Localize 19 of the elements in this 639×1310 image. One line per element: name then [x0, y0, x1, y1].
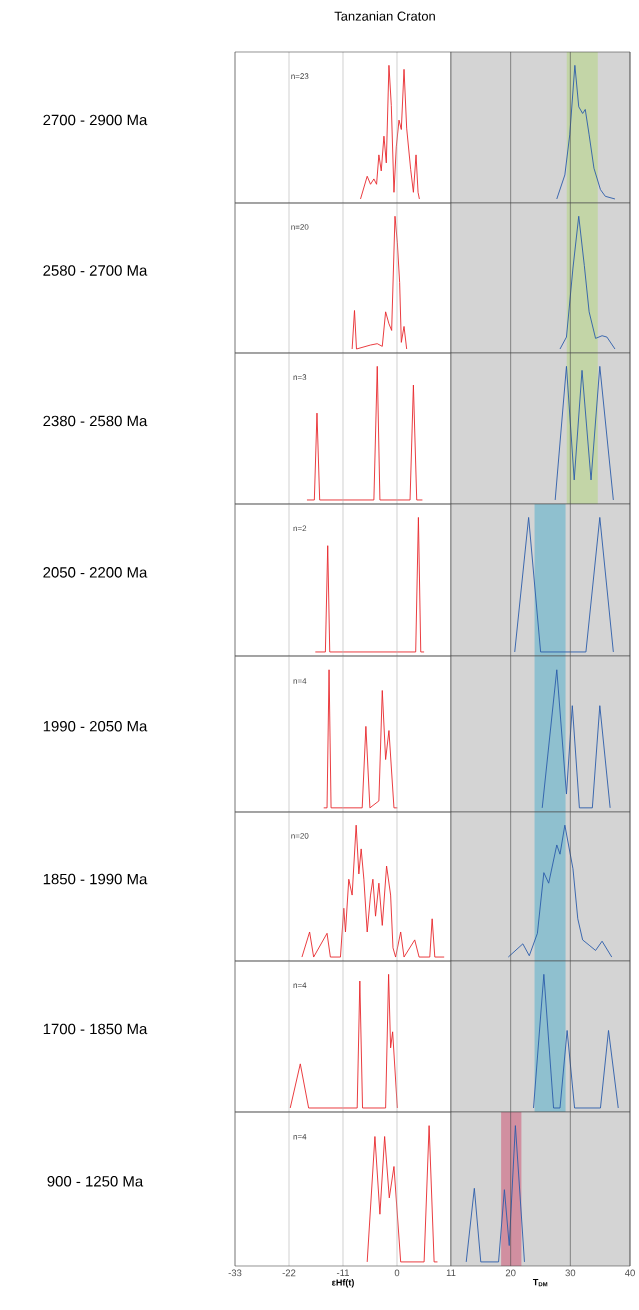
x-axis-title: εHf(t): [332, 1279, 355, 1288]
y-axis-title: 1700 - 1850 Ma: [44, 1023, 148, 1035]
x-tick-label: 30: [565, 1269, 576, 1277]
x-tick-label: -11: [337, 1269, 350, 1277]
x-tick-label: -22: [282, 1269, 296, 1277]
y-axis-title: 1990 - 2050 Ma: [44, 720, 148, 732]
x-tick-label: 0: [394, 1269, 400, 1277]
y-axis-title: 2700 - 2900 Ma: [43, 114, 148, 126]
chart-title: Tanzanian Craton: [334, 11, 436, 21]
x-tick-label: 20: [506, 1269, 516, 1277]
y-axis-title: 2380 - 2580 Ma: [43, 415, 148, 427]
x-tick-label: -33: [228, 1269, 242, 1277]
y-axis-title: 900 - 1250 Ma: [47, 1176, 144, 1187]
x-tick-label: 11: [447, 1269, 456, 1277]
y-axis-title: 1850 - 1990 Ma: [44, 873, 148, 885]
y-axis-title: 2580 - 2700 Ma: [43, 265, 148, 276]
y-axis-title: 2050 - 2200 Ma: [43, 567, 148, 578]
x-axis-title: T$_{DM}$: [533, 1279, 548, 1287]
x-tick-label: 40: [625, 1269, 636, 1277]
